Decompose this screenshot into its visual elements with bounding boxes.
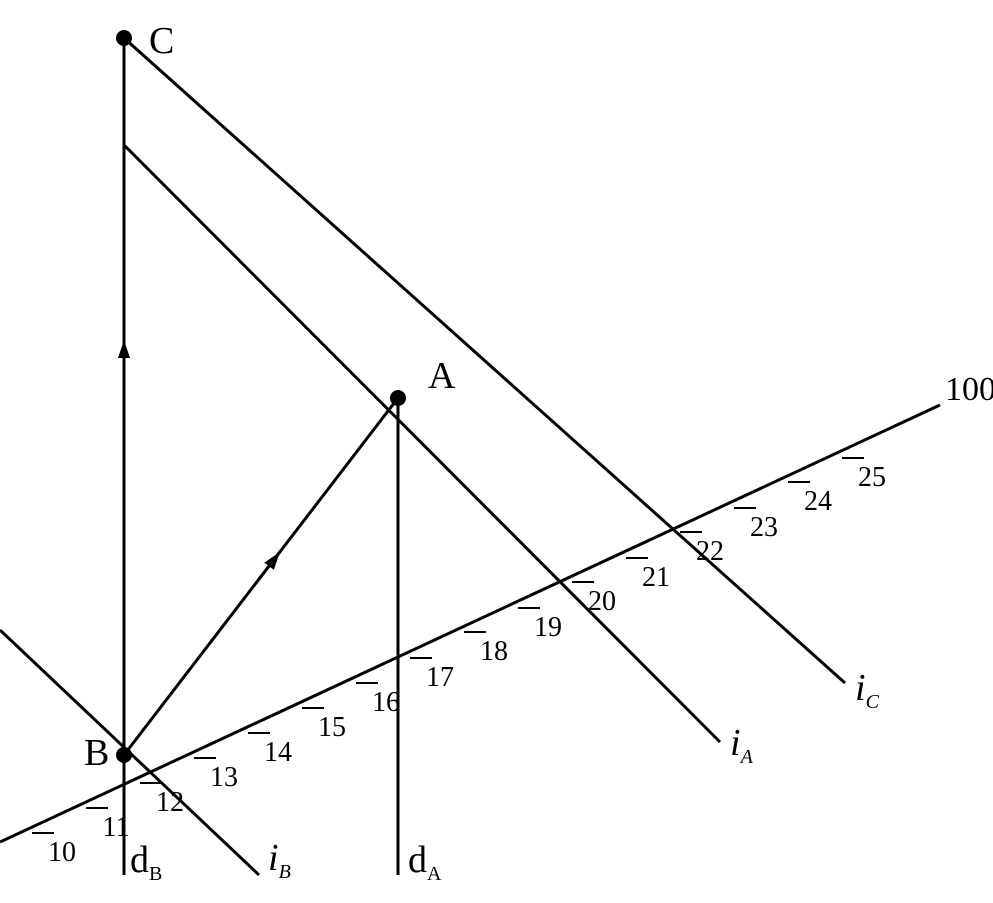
- label-dB: dB: [130, 839, 162, 885]
- axis-tick-label: 21: [642, 562, 670, 593]
- point-C: [116, 30, 132, 46]
- point-A: [390, 390, 406, 406]
- axis-tick-label: 19: [534, 612, 562, 643]
- label-iA: iA: [730, 722, 754, 768]
- point-label-B: B: [84, 732, 109, 774]
- diagram-canvas: 10111213141516171819202122232425100%iBiA…: [0, 0, 993, 903]
- oblique-axis: [0, 405, 940, 842]
- label-dA: dA: [408, 839, 442, 885]
- point-label-C: C: [149, 20, 174, 62]
- label-iC: iC: [855, 667, 880, 713]
- axis-tick-label: 24: [804, 486, 832, 517]
- axis-tick-label: 25: [858, 462, 886, 493]
- axis-tick-label: 10: [48, 837, 76, 868]
- axis-tick-label: 18: [480, 636, 508, 667]
- arrowhead: [118, 340, 130, 358]
- axis-end-label: 100%: [945, 371, 993, 408]
- point-B: [116, 747, 132, 763]
- segment-BA: [124, 398, 398, 755]
- axis-tick-label: 17: [426, 662, 454, 693]
- axis-tick-label: 16: [372, 687, 400, 718]
- line-iC: [124, 38, 845, 683]
- axis-tick-label: 14: [264, 737, 292, 768]
- point-label-A: A: [428, 355, 456, 397]
- axis-tick-label: 15: [318, 712, 346, 743]
- line-iA: [124, 145, 720, 742]
- label-iB: iB: [268, 837, 291, 883]
- axis-tick-label: 13: [210, 762, 238, 793]
- axis-tick-label: 23: [750, 512, 778, 543]
